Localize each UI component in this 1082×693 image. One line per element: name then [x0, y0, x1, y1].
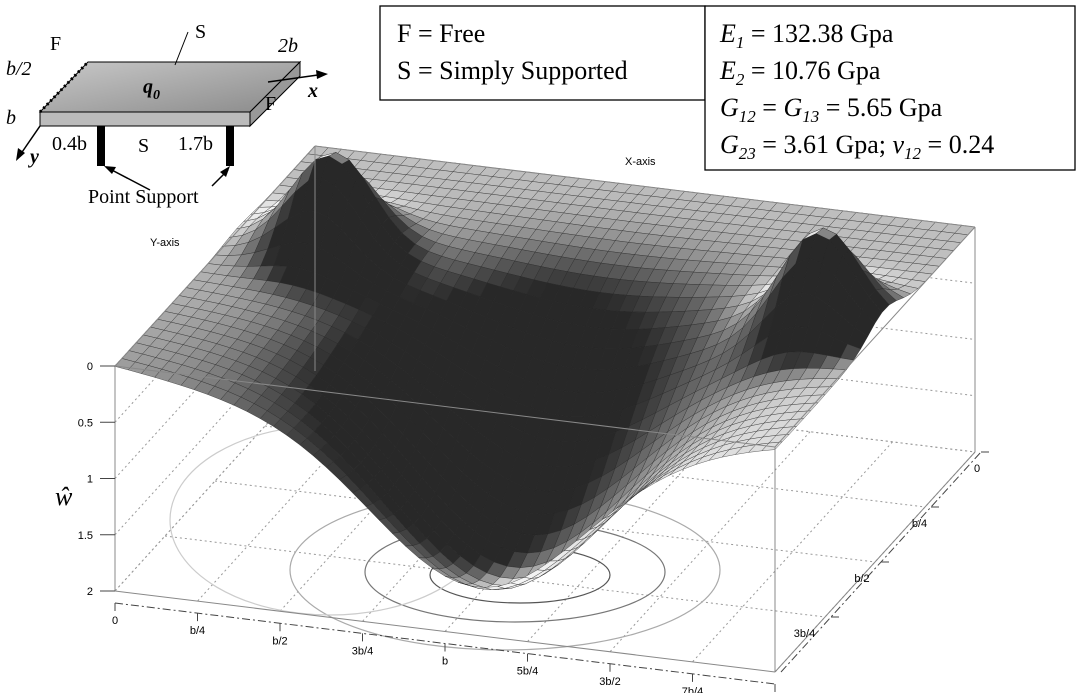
x-tick-label: 7b/4	[682, 686, 703, 693]
property-line: E1 = 132.38 Gpa	[719, 19, 894, 52]
legend-line: S = Simply Supported	[397, 56, 628, 85]
property-part: E	[719, 19, 736, 48]
y-tick-label: 0	[974, 463, 980, 475]
arrowhead	[16, 148, 25, 161]
property-part: G	[783, 93, 802, 122]
inset-label: 0.4b	[52, 133, 87, 155]
plate-front	[39, 111, 251, 127]
inset-label: x	[307, 80, 318, 102]
z-label: ŵ	[55, 482, 73, 511]
property-part: = 5.65 Gpa	[819, 93, 942, 122]
property-part: 12	[739, 107, 757, 126]
property-line: G12 = G13 = 5.65 Gpa	[720, 93, 943, 126]
z-tick-label: 1.5	[78, 530, 93, 542]
inset-label: 2b	[278, 35, 298, 57]
inset-label: F	[50, 33, 61, 55]
z-tick-label: 0.5	[78, 417, 93, 429]
inset-label: y	[28, 146, 39, 168]
y-axis-name: Y-axis	[150, 237, 180, 249]
properties-frame	[704, 5, 1076, 171]
property-part: = 132.38 Gpa	[744, 19, 893, 48]
inset-label: 1.7b	[178, 133, 213, 155]
x-tick-label: b/4	[190, 625, 205, 637]
box-edge	[314, 145, 976, 228]
property-line: E2 = 10.76 Gpa	[719, 56, 881, 89]
legend-frame	[379, 5, 706, 101]
y-tick-label: 3b/4	[794, 628, 815, 640]
surface	[114, 145, 976, 590]
box-edge	[774, 226, 976, 448]
z-tick-label: 2	[87, 586, 93, 598]
grid-line	[214, 480, 876, 563]
grid-line	[164, 535, 826, 618]
inset-label: b	[6, 107, 16, 129]
z-tick-label: 0	[87, 361, 93, 373]
inset-label: q0	[143, 76, 160, 103]
free-edge-hatch	[38, 60, 90, 114]
property-part: = 0.24	[921, 130, 994, 159]
plate-side	[249, 60, 301, 128]
inset-label: Point Support	[88, 186, 199, 208]
property-part: 12	[904, 144, 922, 163]
property-part: 13	[802, 107, 819, 126]
x-tick-label: 3b/2	[599, 676, 620, 688]
property-part: v	[892, 130, 904, 159]
property-part: = 3.61 Gpa;	[756, 130, 893, 159]
leader	[174, 31, 189, 66]
property-part: =	[756, 93, 784, 122]
property-part: = 10.76 Gpa	[744, 56, 880, 85]
arrowhead	[104, 166, 116, 174]
box-edge	[774, 451, 976, 673]
y-tick-label: b/4	[912, 518, 927, 530]
y-tick-label: b/2	[854, 573, 869, 585]
property-part: 1	[736, 33, 745, 52]
inset-label: S	[138, 135, 149, 157]
legend-line: F = Free	[397, 19, 485, 48]
inset-label: F	[265, 93, 276, 115]
x-tick-label: b/2	[272, 635, 287, 647]
x-tick-label: b	[442, 656, 448, 668]
x-arrow	[267, 73, 326, 83]
x-axis-name: X-axis	[625, 156, 656, 168]
legend-box: F = Free S = Simply Supported	[379, 5, 706, 101]
x-tick-label: 5b/4	[517, 666, 538, 678]
property-part: G	[720, 130, 739, 159]
load-subscript: 0	[153, 88, 160, 103]
property-part: 23	[739, 144, 756, 163]
box-edge	[114, 365, 776, 448]
inset-label: b/2	[6, 58, 32, 80]
support	[226, 126, 234, 166]
arrowhead	[220, 166, 230, 177]
x-tick-label: 0	[112, 615, 118, 627]
property-line: G23 = 3.61 Gpa; v12 = 0.24	[720, 130, 994, 163]
support	[97, 126, 105, 166]
axis-labels: 00.511.520b/4b/23b/4b5b/43b/27b/42b0b/4b…	[78, 361, 989, 693]
property-part: E	[719, 56, 736, 85]
x-tick-label: 3b/4	[352, 645, 373, 657]
pointer	[107, 167, 151, 191]
box-edge	[114, 590, 776, 673]
load-symbol: q	[143, 76, 153, 98]
arrowhead	[316, 70, 328, 79]
property-part: G	[720, 93, 739, 122]
property-part: 2	[736, 70, 745, 89]
z-tick-label: 1	[87, 474, 93, 486]
inset: S F 2b x b/2 b q0 F y 0.4b S 1.7b Point …	[6, 21, 328, 208]
box-edge	[114, 145, 316, 367]
inset-label: S	[195, 21, 206, 43]
